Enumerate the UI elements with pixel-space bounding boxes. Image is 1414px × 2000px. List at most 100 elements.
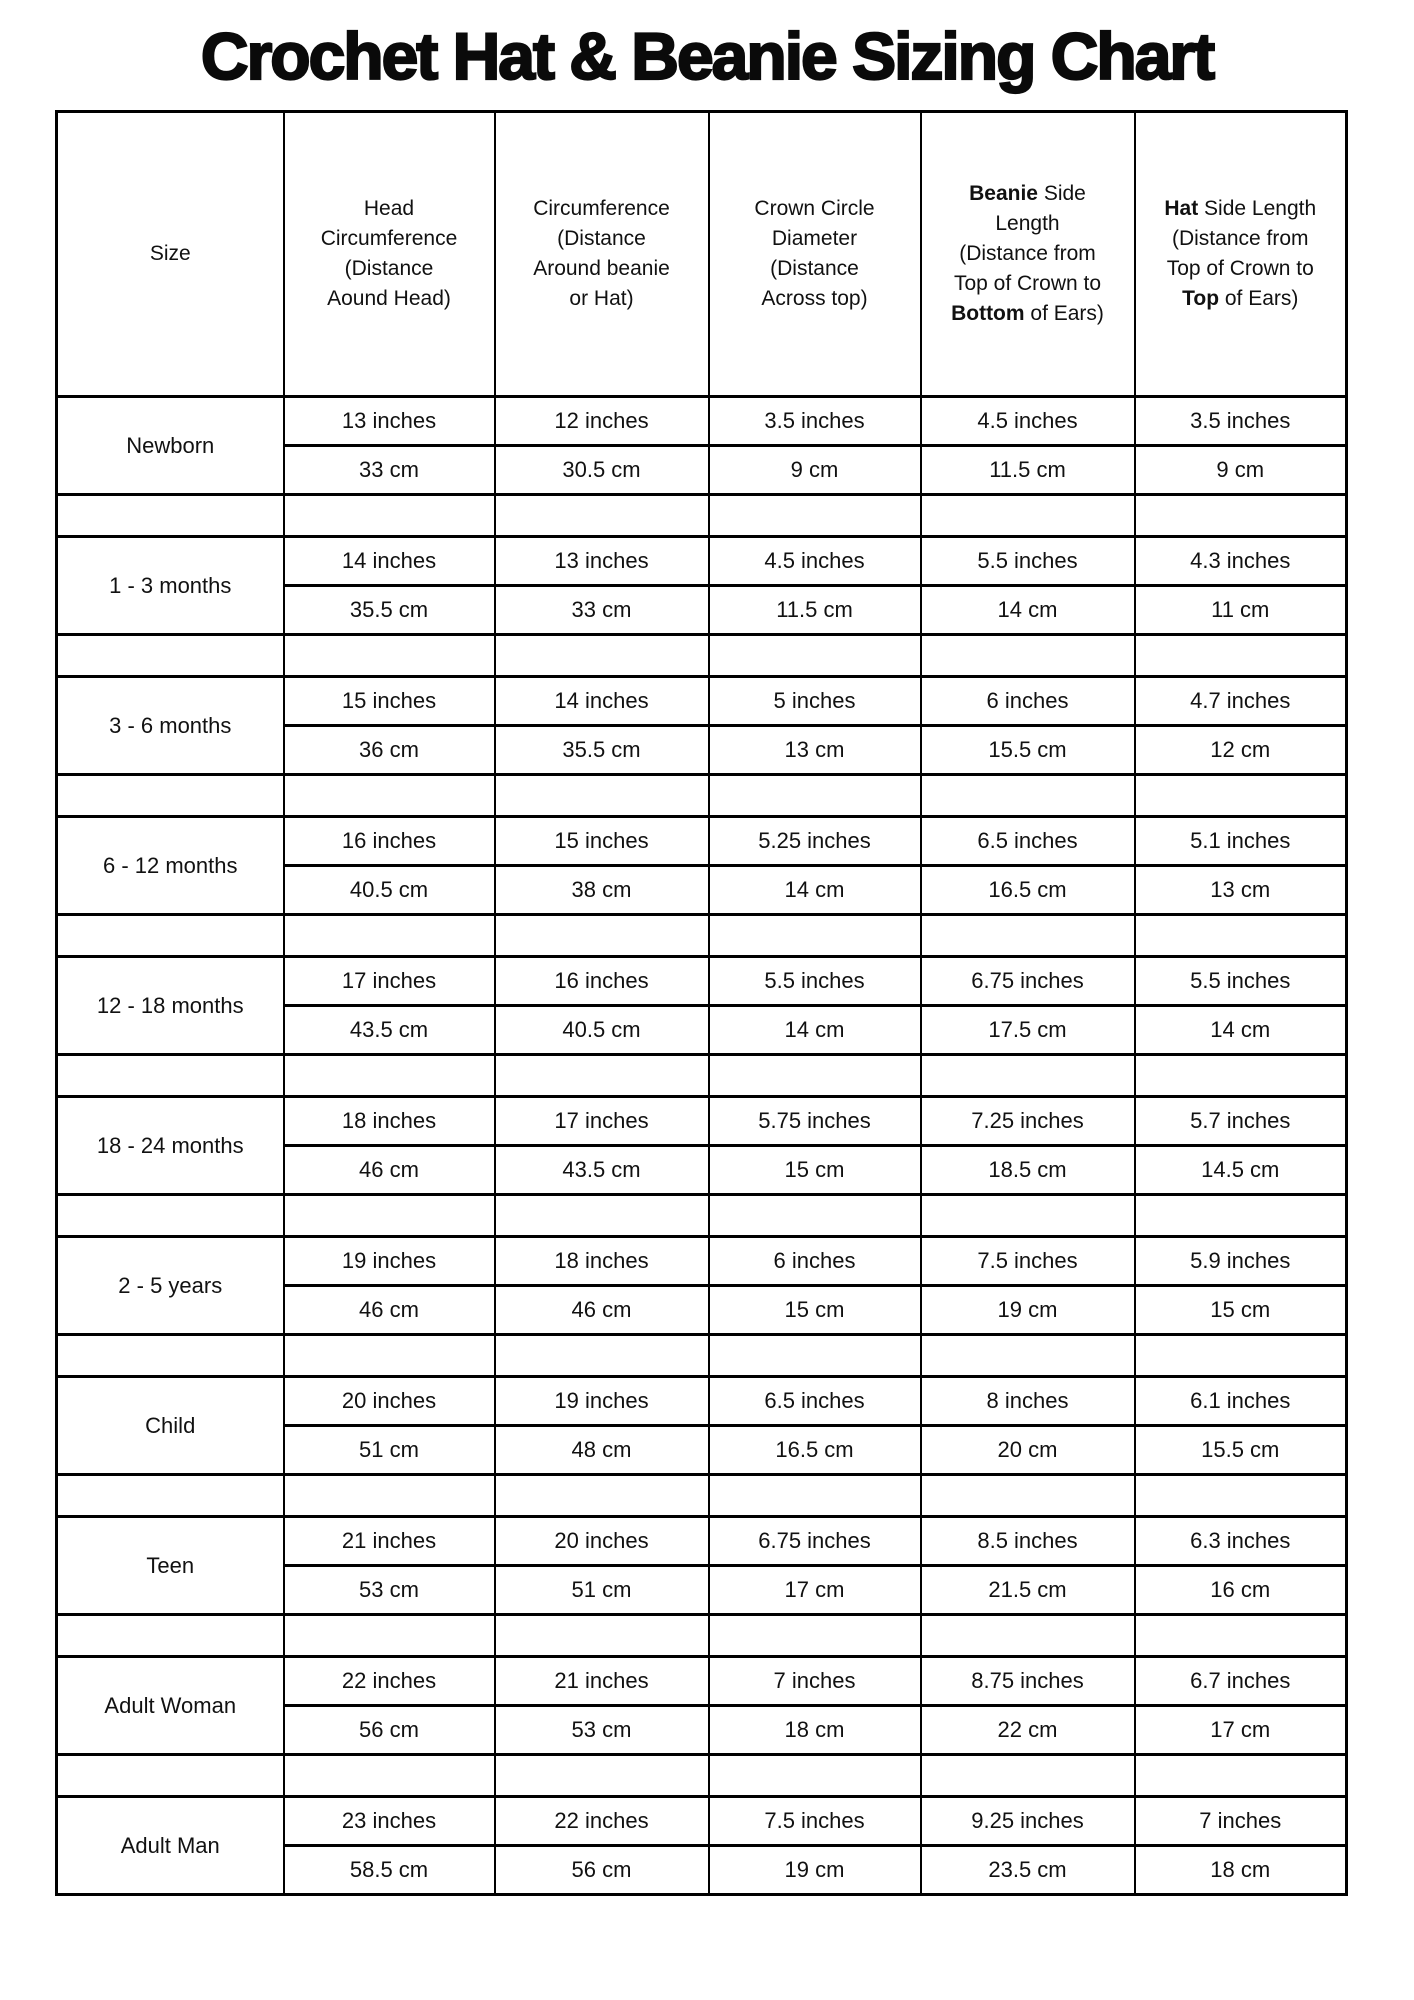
value-cell-inches: 5.5 inches: [919, 535, 1136, 587]
spacer-cell: [282, 493, 496, 538]
value-cell-cm: 18 cm: [707, 1704, 922, 1756]
value-cell-inches: 6 inches: [707, 1235, 922, 1287]
value-cell-inches: 6.5 inches: [707, 1375, 922, 1427]
value-cell-inches: 15 inches: [493, 815, 710, 867]
value-cell-cm: 48 cm: [493, 1424, 710, 1476]
value-cell-inches: 14 inches: [493, 675, 710, 727]
sizing-table: Size Head Circumference (Distance Aound …: [55, 110, 1348, 1896]
value-cell-inches: 18 inches: [282, 1095, 496, 1147]
table-row-cm: 35.5 cm 33 cm 11.5 cm 14 cm 11 cm: [57, 584, 1348, 636]
column-header-beanie-side-length: Beanie Side Length (Distance from Top of…: [919, 110, 1136, 398]
value-cell-cm: 13 cm: [707, 724, 922, 776]
value-cell-inches: 16 inches: [282, 815, 496, 867]
value-cell-cm: 16.5 cm: [707, 1424, 922, 1476]
spacer-cell: [1133, 773, 1348, 818]
spacer-cell: [282, 773, 496, 818]
table-row-inches: Adult Woman 22 inches 21 inches 7 inches…: [55, 1655, 1348, 1756]
table-row-cm: 46 cm 46 cm 15 cm 19 cm 15 cm: [57, 1284, 1348, 1336]
value-cell-cm: 38 cm: [493, 864, 710, 916]
spacer-cell: [1133, 1613, 1348, 1658]
value-cell-cm: 18 cm: [1133, 1844, 1348, 1896]
spacer-row: [55, 1053, 1348, 1098]
spacer-cell: [282, 1053, 496, 1098]
size-cell: Child: [55, 1375, 285, 1476]
value-cell-cm: 40.5 cm: [493, 1004, 710, 1056]
value-cell-cm: 33 cm: [493, 584, 710, 636]
value-cell-cm: 46 cm: [282, 1284, 496, 1336]
value-cell-inches: 4.5 inches: [707, 535, 922, 587]
spacer-cell: [919, 773, 1136, 818]
value-cell-cm: 22 cm: [919, 1704, 1136, 1756]
spacer-cell: [1133, 1053, 1348, 1098]
spacer-row: [55, 1333, 1348, 1378]
spacer-cell: [707, 1613, 922, 1658]
value-cell-cm: 17 cm: [707, 1564, 922, 1616]
spacer-cell: [707, 1473, 922, 1518]
spacer-cell: [493, 1613, 710, 1658]
value-cell-cm: 9 cm: [707, 444, 922, 496]
value-cell-cm: 35.5 cm: [493, 724, 710, 776]
spacer-cell: [282, 1613, 496, 1658]
value-cell-cm: 40.5 cm: [282, 864, 496, 916]
value-cell-cm: 19 cm: [707, 1844, 922, 1896]
value-cell-inches: 6.5 inches: [919, 815, 1136, 867]
table-row-inches: 2 - 5 years 19 inches 18 inches 6 inches…: [55, 1235, 1348, 1336]
size-cell: Newborn: [55, 395, 285, 496]
value-cell-cm: 53 cm: [282, 1564, 496, 1616]
value-cell-cm: 11.5 cm: [919, 444, 1136, 496]
value-cell-cm: 14 cm: [707, 864, 922, 916]
spacer-cell: [493, 493, 710, 538]
value-cell-cm: 17 cm: [1133, 1704, 1348, 1756]
table-row-inches: Teen 21 inches 20 inches 6.75 inches 8.5…: [55, 1515, 1348, 1616]
value-cell-inches: 8.75 inches: [919, 1655, 1136, 1707]
size-cell: 3 - 6 months: [55, 675, 285, 776]
size-cell: 2 - 5 years: [55, 1235, 285, 1336]
spacer-cell: [1133, 633, 1348, 678]
value-cell-inches: 20 inches: [493, 1515, 710, 1567]
table-row-cm: 36 cm 35.5 cm 13 cm 15.5 cm 12 cm: [57, 724, 1348, 776]
spacer-row: [55, 493, 1348, 538]
value-cell-cm: 11.5 cm: [707, 584, 922, 636]
table-row-inches: Adult Man 23 inches 22 inches 7.5 inches…: [55, 1795, 1348, 1896]
value-cell-cm: 53 cm: [493, 1704, 710, 1756]
value-cell-cm: 43.5 cm: [282, 1004, 496, 1056]
value-cell-cm: 33 cm: [282, 444, 496, 496]
value-cell-cm: 15 cm: [1133, 1284, 1348, 1336]
size-cell: Adult Woman: [55, 1655, 285, 1756]
table-row-cm: 40.5 cm 38 cm 14 cm 16.5 cm 13 cm: [57, 864, 1348, 916]
size-cell: 1 - 3 months: [55, 535, 285, 636]
value-cell-inches: 6.7 inches: [1133, 1655, 1348, 1707]
value-cell-inches: 5.7 inches: [1133, 1095, 1348, 1147]
value-cell-cm: 56 cm: [493, 1844, 710, 1896]
spacer-cell: [493, 1333, 710, 1378]
size-cell: Adult Man: [55, 1795, 285, 1896]
value-cell-inches: 13 inches: [282, 395, 496, 447]
page-title: Crochet Hat & Beanie Sizing Chart: [200, 18, 1216, 94]
spacer-cell: [493, 1753, 710, 1798]
value-cell-inches: 16 inches: [493, 955, 710, 1007]
value-cell-inches: 22 inches: [282, 1655, 496, 1707]
value-cell-cm: 35.5 cm: [282, 584, 496, 636]
value-cell-cm: 30.5 cm: [493, 444, 710, 496]
value-cell-cm: 43.5 cm: [493, 1144, 710, 1196]
value-cell-inches: 22 inches: [493, 1795, 710, 1847]
value-cell-cm: 46 cm: [493, 1284, 710, 1336]
spacer-cell: [55, 1053, 285, 1098]
spacer-cell: [1133, 493, 1348, 538]
spacer-cell: [707, 633, 922, 678]
column-header-head-circumference: Head Circumference (Distance Aound Head): [282, 110, 496, 398]
table-row-cm: 53 cm 51 cm 17 cm 21.5 cm 16 cm: [57, 1564, 1348, 1616]
spacer-cell: [493, 913, 710, 958]
table-row-cm: 58.5 cm 56 cm 19 cm 23.5 cm 18 cm: [57, 1844, 1348, 1896]
value-cell-cm: 14 cm: [707, 1004, 922, 1056]
value-cell-inches: 13 inches: [493, 535, 710, 587]
value-cell-cm: 46 cm: [282, 1144, 496, 1196]
value-cell-inches: 6.75 inches: [919, 955, 1136, 1007]
spacer-cell: [55, 493, 285, 538]
value-cell-inches: 12 inches: [493, 395, 710, 447]
spacer-cell: [707, 1753, 922, 1798]
value-cell-inches: 17 inches: [282, 955, 496, 1007]
spacer-cell: [707, 913, 922, 958]
value-cell-inches: 17 inches: [493, 1095, 710, 1147]
